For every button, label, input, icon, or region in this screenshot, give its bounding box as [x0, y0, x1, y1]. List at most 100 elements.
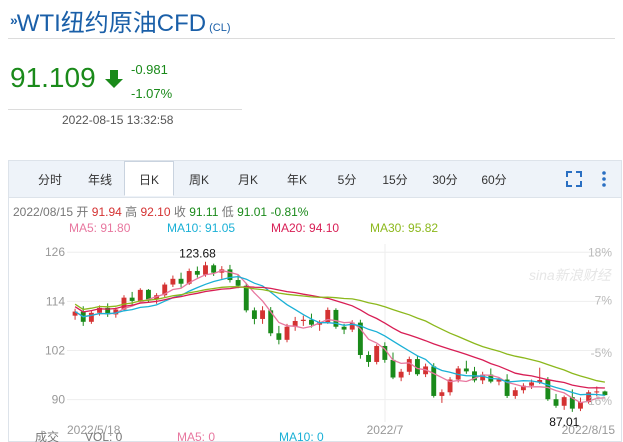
candle-body: [578, 402, 583, 409]
price-change: -0.981: [131, 62, 168, 77]
ma20-legend: MA20: 94.10: [271, 221, 340, 235]
candle-body: [602, 391, 608, 396]
high-value: 92.10: [140, 205, 171, 219]
tab-daily-k[interactable]: 日K: [124, 161, 174, 196]
min-price-label: 87.01: [549, 415, 579, 429]
candle-body: [594, 391, 600, 393]
period-tabs: 分时 年线 日K 周K 月K 年K 5分 15分 30分 60分: [9, 161, 621, 198]
pct-tick-label: 7%: [595, 294, 613, 308]
candle-body: [553, 399, 559, 406]
candle-body: [341, 326, 347, 330]
candle-body: [260, 310, 266, 319]
candle-body: [333, 309, 339, 327]
y-tick-label: 102: [45, 343, 65, 357]
candle-body: [414, 359, 420, 375]
y-tick-label: 126: [45, 245, 65, 259]
candle-body: [97, 307, 102, 313]
x-tick-label: 2022/8/15: [562, 423, 616, 437]
close-label: 收: [173, 205, 186, 219]
candles: [72, 261, 608, 412]
tab-15min[interactable]: 15分: [382, 173, 408, 187]
candle-body: [520, 385, 526, 391]
volume-ma10: MA10: 0: [279, 430, 324, 442]
candle-body: [496, 379, 502, 382]
candlestick-chart[interactable]: sina新浪财经 126 114 102 90 18% 7% -5% -16% 2022/5/1…: [9, 238, 621, 442]
ohlc-date: 2022/08/15: [13, 205, 74, 219]
candle-body: [235, 280, 241, 286]
candle-body: [186, 271, 192, 284]
change-pct: -0.81%: [270, 205, 309, 219]
instrument-code: (CL): [209, 22, 231, 34]
candle-body: [480, 374, 486, 381]
last-price: 91.109: [10, 62, 96, 93]
candle-body: [145, 289, 151, 300]
candle-body: [203, 265, 208, 275]
candle-body: [300, 319, 306, 321]
x-tick-label: 2022/5/18: [67, 423, 121, 437]
ma10-line: [74, 275, 605, 397]
ma30-legend: MA30: 95.82: [370, 221, 439, 235]
candle-body: [398, 371, 404, 378]
candle-body: [512, 390, 518, 396]
quote-timestamp: 2022-08-15 13:32:58: [62, 113, 174, 127]
tab-30min[interactable]: 30分: [432, 173, 458, 187]
candle-body: [586, 392, 592, 403]
max-price-label: 123.68: [179, 247, 216, 261]
chart-panel: 分时 年线 日K 周K 月K 年K 5分 15分 30分 60分 2022/08…: [8, 160, 622, 442]
candle-body: [406, 359, 412, 372]
double-chevron-icon: »: [10, 12, 18, 28]
ma5-legend: MA5: 91.80: [69, 221, 131, 235]
tab-yearly-k[interactable]: 年K: [286, 173, 307, 187]
more-vertical-icon[interactable]: [598, 170, 610, 188]
candle-body: [276, 333, 282, 340]
ma30-line: [74, 285, 606, 383]
candle-body: [545, 379, 551, 400]
candle-body: [529, 382, 535, 386]
chart-axis: 126 114 102 90 18% 7% -5% -16% 2022/5/18 2022/7 20…: [45, 245, 615, 437]
instrument-name: WTI纽约原油CFD: [16, 10, 207, 37]
candle-body: [72, 311, 78, 316]
divider: [8, 38, 615, 39]
chart-grid: [67, 244, 609, 422]
tab-60min[interactable]: 60分: [481, 173, 507, 187]
candle-body: [431, 366, 437, 396]
tab-minute[interactable]: 分时: [37, 173, 62, 187]
chart-watermark: sina新浪财经: [529, 267, 613, 283]
pct-tick-label: 18%: [588, 246, 612, 260]
candle-body: [504, 379, 510, 396]
y-tick-label: 114: [46, 294, 65, 308]
y-tick-label: 90: [52, 393, 66, 407]
candle-body: [325, 309, 331, 323]
candle-body: [268, 310, 274, 334]
candle-body: [88, 312, 94, 322]
ohlc-readout: 2022/08/15 开 91.94 高 92.10 收 91.11 低 91.…: [13, 203, 308, 220]
candle-body: [113, 309, 119, 315]
tab-weekly-k[interactable]: 周K: [188, 173, 209, 187]
candle-body: [129, 297, 135, 301]
moving-average-lines: [74, 269, 606, 404]
price-change-pct: -1.07%: [131, 86, 173, 101]
candle-body: [569, 397, 575, 409]
candle-body: [537, 379, 543, 383]
volume-readout: 成交 VOL: 0 MA5: 0 MA10: 0: [35, 429, 324, 442]
tab-5min[interactable]: 5分: [337, 173, 357, 187]
high-label: 高: [125, 205, 138, 219]
ma20-line: [74, 286, 605, 389]
candle-body: [309, 319, 314, 325]
candle-body: [357, 322, 363, 355]
low-label: 低: [221, 205, 234, 219]
x-tick-label: 2022/7: [367, 423, 404, 437]
volume-label: 成交: [35, 429, 59, 442]
candle-body: [439, 392, 445, 396]
candle-body: [194, 271, 200, 275]
candle-body: [463, 368, 469, 372]
candle-body: [227, 269, 233, 281]
volume-value: VOL: 0: [85, 430, 123, 442]
page-title: » WTI纽约原油CFD (CL): [10, 8, 231, 36]
candle-body: [284, 326, 290, 340]
tab-year-line[interactable]: 年线: [87, 173, 112, 187]
fullscreen-icon[interactable]: [565, 170, 583, 188]
open-value: 91.94: [91, 205, 122, 219]
tab-monthly-k[interactable]: 月K: [237, 173, 258, 187]
close-value: 91.11: [189, 205, 219, 219]
